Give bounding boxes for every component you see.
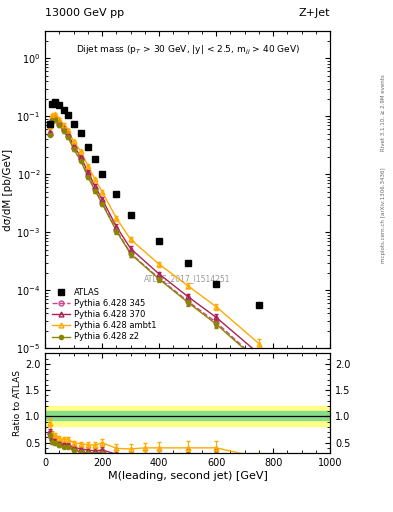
- Legend: ATLAS, Pythia 6.428 345, Pythia 6.428 370, Pythia 6.428 ambt1, Pythia 6.428 z2: ATLAS, Pythia 6.428 345, Pythia 6.428 37…: [50, 286, 158, 344]
- Text: Rivet 3.1.10, ≥ 2.9M events: Rivet 3.1.10, ≥ 2.9M events: [381, 74, 386, 151]
- Text: Dijet mass (p$_{T}$ > 30 GeV, |y| < 2.5, m$_{jj}$ > 40 GeV): Dijet mass (p$_{T}$ > 30 GeV, |y| < 2.5,…: [75, 44, 300, 56]
- Text: ATLAS_2017_I1514251: ATLAS_2017_I1514251: [144, 274, 231, 283]
- Text: 13000 GeV pp: 13000 GeV pp: [45, 8, 124, 18]
- Text: Z+Jet: Z+Jet: [299, 8, 330, 18]
- X-axis label: M(leading, second jet) [GeV]: M(leading, second jet) [GeV]: [108, 471, 268, 481]
- Text: mcplots.cern.ch [arXiv:1306.3436]: mcplots.cern.ch [arXiv:1306.3436]: [381, 167, 386, 263]
- Y-axis label: dσ/dM [pb/GeV]: dσ/dM [pb/GeV]: [4, 148, 13, 230]
- Y-axis label: Ratio to ATLAS: Ratio to ATLAS: [13, 370, 22, 436]
